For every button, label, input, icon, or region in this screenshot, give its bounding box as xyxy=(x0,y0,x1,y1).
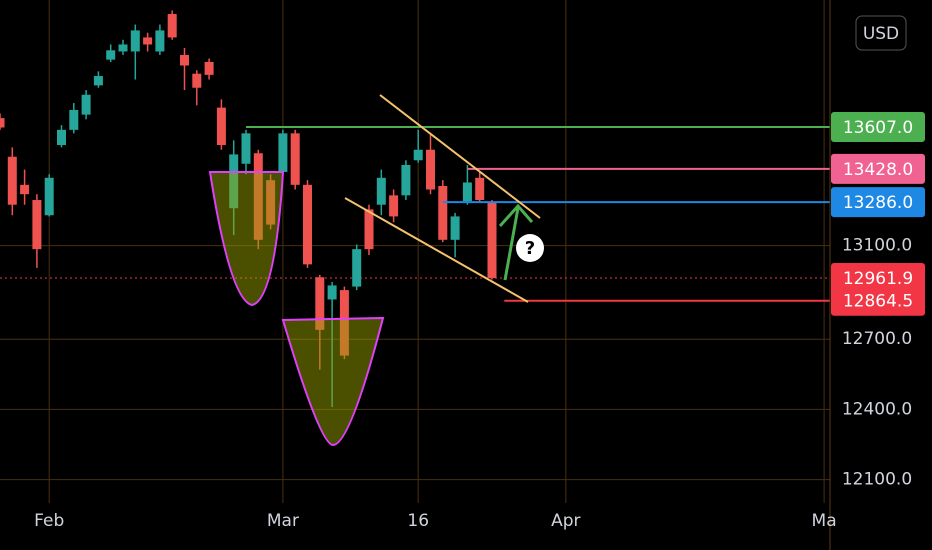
candle-body xyxy=(192,73,202,88)
channel-bottom xyxy=(344,197,529,303)
candles xyxy=(0,10,830,408)
question-badge xyxy=(516,234,544,262)
candle-body xyxy=(327,285,337,300)
last-price-tag xyxy=(831,262,925,293)
level-tag xyxy=(831,187,925,218)
candle-body xyxy=(401,164,411,196)
candle-body xyxy=(290,133,300,185)
y-tick-label: 12100.0 xyxy=(842,470,912,490)
level-label: 13607.0 xyxy=(843,118,913,138)
candle-body xyxy=(180,54,189,66)
candle-body xyxy=(93,76,103,86)
candle-body xyxy=(81,94,91,115)
candle-body xyxy=(352,249,362,287)
candle-body xyxy=(450,216,460,240)
candle-body xyxy=(130,30,140,52)
grid xyxy=(0,0,830,503)
candle-body xyxy=(167,14,177,38)
arrow-head xyxy=(498,203,534,228)
candle-body xyxy=(376,177,386,205)
level-label: 13428.0 xyxy=(843,160,913,180)
level-label: 12864.5 xyxy=(843,292,913,312)
candle-body xyxy=(7,156,17,205)
x-tick-label: Apr xyxy=(551,511,580,531)
candle-body xyxy=(462,182,472,202)
last-price-label: 12961.9 xyxy=(843,269,913,289)
x-tick-label: 16 xyxy=(407,511,429,531)
candle-body xyxy=(57,129,66,146)
cup-left xyxy=(208,171,285,307)
level-tag xyxy=(831,285,925,316)
x-tick-label: Feb xyxy=(34,511,64,531)
candle-body xyxy=(143,37,153,45)
candle-body xyxy=(216,107,226,146)
candle-body xyxy=(0,118,5,128)
question-mark: ? xyxy=(525,238,535,259)
channel-top xyxy=(379,94,541,219)
candle-body xyxy=(32,200,42,250)
candle-body xyxy=(475,177,485,201)
candle-body xyxy=(487,202,497,278)
candle-body xyxy=(155,30,165,52)
arrow xyxy=(503,207,520,281)
candle-body xyxy=(44,177,54,216)
candle-body xyxy=(303,184,312,265)
y-tick-label: 13100.0 xyxy=(842,236,912,256)
candle-body xyxy=(389,195,399,217)
candle-body xyxy=(20,184,30,195)
y-tick-label: 12700.0 xyxy=(842,329,912,349)
y-tick-label: 12400.0 xyxy=(842,399,912,419)
candle-body xyxy=(315,277,325,330)
candle-body xyxy=(438,185,448,240)
x-tick-label: Mar xyxy=(267,511,299,531)
drawings: ? xyxy=(208,94,544,447)
candle-body xyxy=(278,133,288,172)
x-tick-label: Ma xyxy=(812,511,837,531)
candle-body xyxy=(204,61,214,75)
candle-body xyxy=(364,209,374,250)
level-tag xyxy=(831,112,925,143)
level-label: 13286.0 xyxy=(843,193,913,213)
level-tag xyxy=(831,153,925,184)
candle-body xyxy=(69,109,79,130)
candle-body xyxy=(241,133,251,164)
cup-right xyxy=(281,316,385,447)
candle-body xyxy=(106,50,116,60)
candle-body xyxy=(426,149,435,190)
candle-body xyxy=(118,44,128,52)
currency-button[interactable] xyxy=(855,15,907,51)
axes: USD 12100.0 12400.0 12700.0 13100.0 Feb Mar 16… xyxy=(34,0,925,550)
candle-body xyxy=(413,149,423,161)
currency-label[interactable]: USD xyxy=(863,24,899,44)
